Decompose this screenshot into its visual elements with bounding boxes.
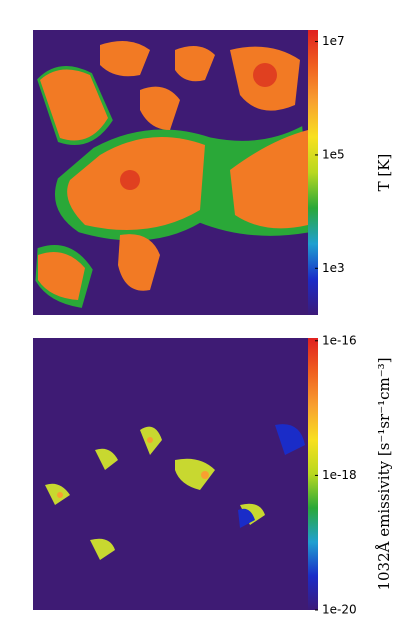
colorbar-label: 1032Å emissivity [s⁻¹sr⁻¹cm⁻³] — [375, 357, 393, 590]
colorbar-tick-label: 1e-20 — [322, 603, 357, 617]
colorbar-tick-label: 1e-18 — [322, 468, 357, 482]
colorbar-tick-label: 1e3 — [322, 261, 345, 275]
colorbar-tick-label: 1e-16 — [322, 333, 357, 347]
emissivity-map — [33, 338, 308, 610]
colorbar — [308, 30, 318, 315]
temperature-map — [33, 30, 308, 315]
colorbar-tick-label: 1e7 — [322, 34, 345, 48]
colorbar-label: T [K] — [375, 154, 393, 192]
colorbar-tick-label: 1e5 — [322, 147, 345, 161]
colorbar — [308, 338, 318, 610]
